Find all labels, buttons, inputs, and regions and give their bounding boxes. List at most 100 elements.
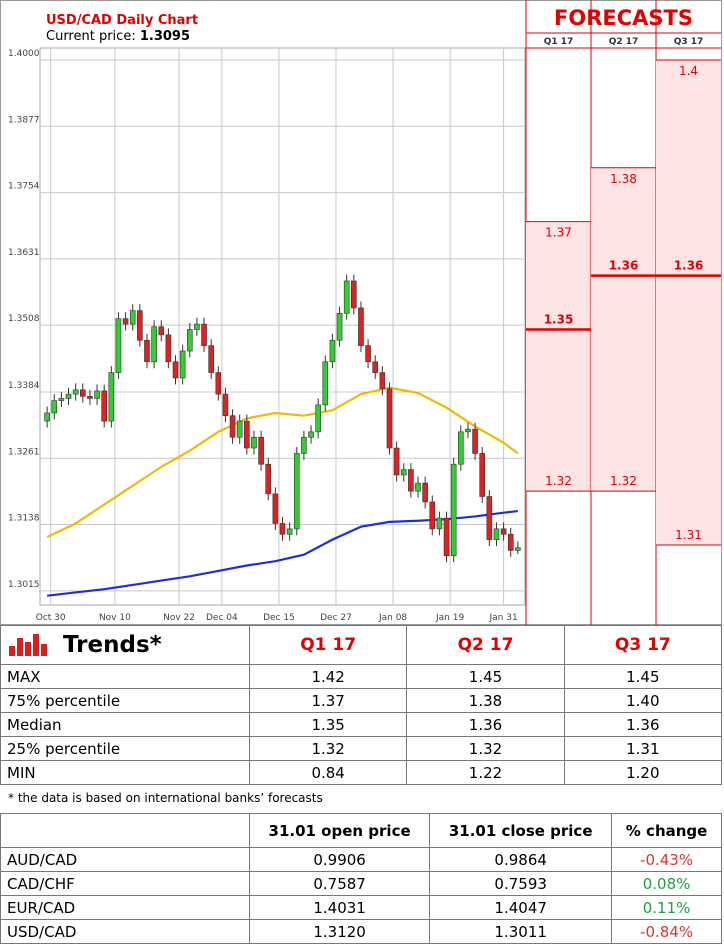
forecast-range — [656, 60, 721, 546]
column-header: % change — [611, 813, 722, 848]
candle-body — [379, 372, 386, 390]
candle-body — [101, 390, 107, 422]
candle-body — [244, 420, 250, 449]
candle-body — [293, 453, 300, 530]
candle-body — [165, 334, 172, 363]
value-cell: 0.11% — [611, 895, 722, 920]
y-tick-label: 1.3384 — [8, 381, 40, 391]
row-label: USD/CAD — [0, 919, 250, 944]
row-label: CAD/CHF — [0, 871, 250, 896]
candle-body — [65, 393, 72, 399]
candle-body — [365, 345, 371, 363]
candle-body — [422, 482, 428, 503]
chart-subtitle: Current price: 1.3095 — [46, 29, 190, 44]
x-tick-label: Dec 15 — [263, 613, 295, 623]
value-cell: 0.84 — [248, 760, 408, 785]
forecast-range — [591, 167, 656, 492]
x-tick-label: Dec 04 — [206, 613, 238, 623]
forecast-column-label: Q2 17 — [609, 37, 639, 47]
candle-body — [272, 493, 279, 524]
table-row: 75% percentile 1.37 1.38 1.40 — [0, 688, 723, 713]
y-tick-label: 1.4000 — [8, 49, 40, 59]
candle-body — [343, 280, 350, 314]
value-cell: 0.7593 — [429, 871, 613, 896]
trends-title-cell: Trends* — [0, 625, 250, 665]
value-cell: 1.32 — [406, 736, 565, 761]
table-row: 25% percentile 1.32 1.32 1.31 — [0, 736, 723, 761]
value-cell: -0.43% — [611, 847, 722, 872]
column-header: Q1 17 — [248, 625, 408, 665]
candle-body — [222, 393, 229, 416]
candle-body — [258, 436, 264, 465]
forecast-p75-label: 1.38 — [610, 172, 637, 186]
value-cell: 1.32 — [248, 736, 408, 761]
value-cell: 1.4047 — [429, 895, 613, 920]
value-cell: 1.22 — [406, 760, 565, 785]
x-tick-label: Jan 08 — [378, 613, 407, 623]
value-cell: 1.3120 — [248, 919, 431, 944]
forecast-p75-label: 1.37 — [545, 226, 572, 240]
forecast-median-label: 1.36 — [674, 259, 704, 273]
x-tick-label: Dec 27 — [320, 613, 352, 623]
candle-body — [351, 280, 357, 309]
value-cell: 1.37 — [248, 688, 408, 713]
candle-body — [486, 496, 493, 540]
value-cell: -0.84% — [611, 919, 722, 944]
candle-body — [186, 329, 193, 352]
candle-body — [94, 390, 100, 399]
candle-body — [122, 318, 129, 325]
row-label: MIN — [0, 760, 250, 785]
value-cell: 0.9864 — [429, 847, 613, 872]
candle-body — [301, 436, 307, 454]
candle-body — [79, 389, 86, 397]
value-cell: 1.38 — [406, 688, 565, 713]
y-tick-label: 1.3877 — [8, 115, 40, 125]
table-row: USD/CAD 1.3120 1.3011 -0.84% — [0, 919, 722, 944]
candle-body — [515, 547, 521, 551]
y-tick-label: 1.3261 — [8, 447, 40, 457]
column-header: Q3 17 — [563, 625, 723, 665]
candle-body — [179, 350, 186, 379]
value-cell: 1.36 — [406, 712, 565, 737]
candle-body — [72, 389, 79, 395]
value-cell: 1.45 — [406, 664, 565, 689]
candle-body — [493, 528, 500, 540]
footnote: * the data is based on international ban… — [8, 791, 323, 805]
trends-table: Trends* Q1 17 Q2 17 Q3 17 MAX 1.42 1.45 1.45 7… — [0, 625, 723, 785]
value-cell: 0.08% — [611, 871, 722, 896]
column-header: Q2 17 — [406, 625, 565, 665]
candle-body — [400, 469, 407, 476]
candle-body — [500, 528, 507, 535]
candle-body — [336, 312, 343, 341]
candle-body — [194, 323, 200, 330]
candle-body — [408, 469, 414, 492]
candle-body — [465, 428, 471, 433]
x-tick-label: Jan 31 — [489, 613, 518, 623]
value-cell: 1.36 — [563, 712, 723, 737]
candle-body — [265, 463, 272, 495]
forecast-column-label: Q3 17 — [674, 37, 704, 47]
y-tick-label: 1.3015 — [8, 580, 40, 590]
forecast-range — [526, 221, 591, 492]
current-price: 1.3095 — [140, 29, 190, 44]
candle-body — [58, 398, 65, 401]
chart-title: USD/CAD Daily Chart — [46, 13, 198, 28]
candle-body — [415, 482, 421, 492]
candle-body — [308, 431, 314, 438]
candle-body — [215, 372, 222, 395]
value-cell: 1.3011 — [429, 919, 613, 944]
value-cell: 1.20 — [563, 760, 723, 785]
candle-body — [158, 326, 165, 336]
blank-header — [0, 813, 250, 848]
forecast-p25-label: 1.31 — [675, 528, 702, 542]
row-label: AUD/CAD — [0, 847, 250, 872]
y-tick-label: 1.3138 — [8, 514, 40, 524]
y-tick-label: 1.3508 — [8, 314, 40, 324]
candle-body — [322, 361, 329, 406]
candle-body — [137, 310, 143, 341]
candle-body — [129, 310, 136, 325]
forecast-column-label: Q1 17 — [544, 37, 574, 47]
x-tick-label: Jan 19 — [435, 613, 464, 623]
candle-body — [172, 361, 179, 379]
candle-body — [44, 412, 50, 422]
